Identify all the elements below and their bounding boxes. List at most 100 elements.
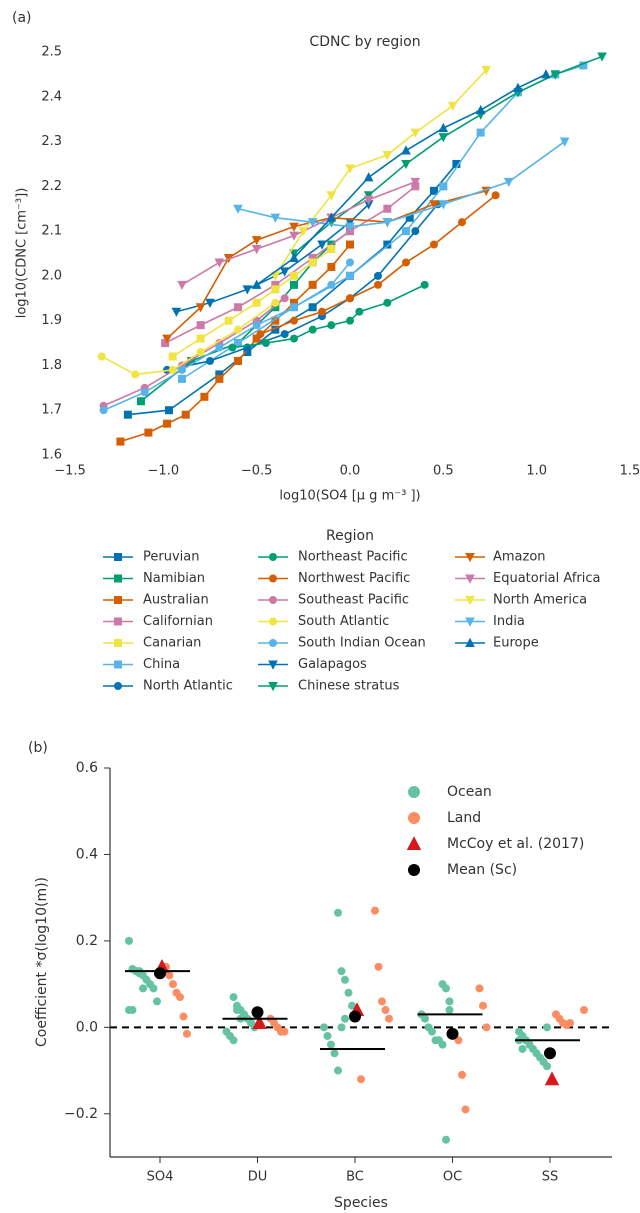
marker [349, 1010, 361, 1023]
marker [114, 639, 122, 647]
marker [308, 325, 317, 334]
marker [544, 1047, 556, 1060]
marker [280, 1027, 289, 1036]
marker [458, 218, 466, 227]
marker [140, 388, 149, 397]
marker [383, 240, 392, 249]
marker [458, 1070, 466, 1079]
marker [465, 617, 475, 627]
legend-label: Equatorial Africa [493, 571, 600, 586]
legend-label: North America [493, 593, 587, 608]
marker [252, 321, 261, 330]
marker [442, 1135, 450, 1144]
marker [233, 204, 243, 214]
legend-label: Chinese stratus [298, 679, 400, 694]
series-line [101, 302, 276, 376]
marker [116, 437, 125, 446]
marker [234, 339, 242, 348]
marker [183, 1029, 191, 1038]
marker [317, 240, 327, 250]
marker [318, 307, 326, 316]
marker [271, 285, 280, 294]
marker [363, 172, 374, 182]
marker [408, 786, 420, 798]
legend-label: Galapagos [298, 657, 367, 672]
marker [177, 280, 187, 291]
marker [123, 410, 132, 419]
marker [280, 294, 289, 303]
marker [228, 343, 237, 352]
y-tick-label: 1.8 [41, 358, 62, 373]
chart-title: CDNC by region [309, 34, 420, 50]
series-line [260, 194, 497, 335]
marker [243, 348, 252, 357]
marker [465, 637, 475, 647]
marker [345, 164, 355, 174]
marker [357, 1075, 365, 1084]
legend-label: Peruvian [143, 550, 199, 565]
marker [279, 267, 290, 277]
marker [491, 191, 500, 200]
marker [337, 967, 346, 976]
marker [269, 617, 277, 626]
marker [345, 222, 355, 232]
marker [114, 553, 122, 561]
y-tick-label: 1.6 [41, 448, 62, 463]
marker [114, 617, 122, 626]
y-tick-label: 2.3 [41, 134, 62, 149]
marker [229, 1036, 238, 1045]
marker [378, 997, 386, 1006]
marker [327, 262, 336, 271]
marker [429, 200, 439, 210]
y-tick-label: 0.2 [76, 933, 98, 949]
marker [171, 307, 182, 317]
marker [163, 419, 172, 428]
legend-label: Land [447, 810, 481, 826]
marker [334, 908, 342, 917]
marker [114, 596, 122, 604]
series-line [293, 55, 603, 255]
marker [154, 967, 166, 980]
marker [355, 307, 364, 316]
marker [289, 231, 299, 241]
marker [262, 339, 270, 348]
marker [99, 406, 108, 415]
marker [327, 1040, 335, 1049]
marker [374, 271, 382, 280]
legend-label: Namibian [143, 571, 205, 586]
marker [234, 303, 242, 312]
x-tick-label: BC [346, 1170, 364, 1185]
marker [256, 330, 265, 339]
marker [196, 334, 205, 343]
y-tick-label: 0.0 [76, 1019, 98, 1035]
marker [420, 280, 429, 289]
legend-label: India [493, 614, 525, 629]
legend-label: Californian [143, 614, 213, 629]
series-line [103, 261, 351, 411]
marker [214, 258, 225, 268]
x-tick-label: 1.5 [620, 464, 640, 479]
marker [136, 397, 145, 406]
marker [405, 213, 414, 222]
marker [327, 245, 336, 254]
x-tick-label: −0.5 [241, 464, 273, 479]
y-tick-label: 2.0 [41, 268, 62, 283]
marker [179, 1012, 188, 1021]
x-tick-label: 0.5 [433, 464, 454, 479]
legend-label: McCoy et al. (2017) [447, 836, 584, 852]
marker [290, 280, 298, 289]
legend-label: Ocean [447, 784, 492, 800]
marker [346, 271, 354, 280]
legend-label: Northwest Pacific [298, 571, 410, 586]
marker [290, 303, 298, 312]
series-line [256, 73, 547, 286]
marker [430, 186, 438, 195]
marker [205, 298, 215, 308]
marker [481, 65, 492, 76]
marker [475, 984, 484, 993]
marker [196, 348, 205, 357]
marker [518, 1044, 527, 1053]
marker [465, 553, 475, 563]
series-line [164, 185, 416, 344]
marker [341, 1014, 349, 1023]
